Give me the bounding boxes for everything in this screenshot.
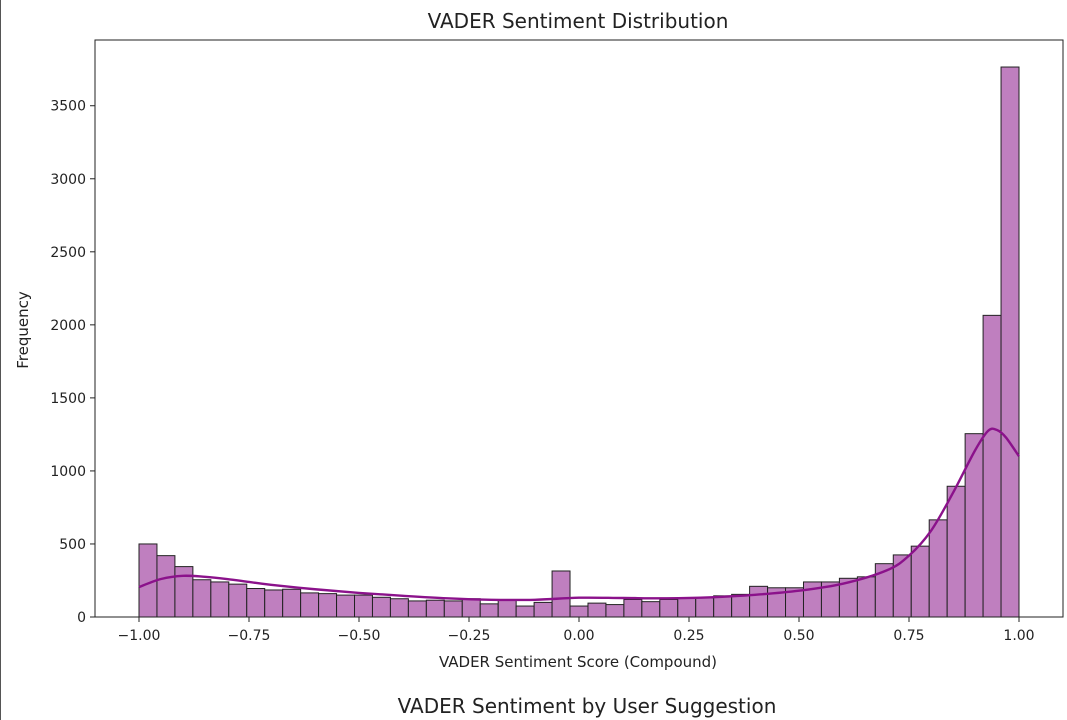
histogram-bar: [497, 599, 517, 618]
histogram-bar: [964, 433, 984, 618]
histogram-bar: [982, 314, 1002, 618]
x-axis-ticks: −1.00 −0.75 −0.50 −0.25 0.00 0.25 0.50 0.75 1.00: [118, 617, 1035, 644]
histogram-bar: [156, 555, 176, 618]
histogram-bar: [695, 597, 715, 618]
y-tick-label: 500: [59, 537, 86, 553]
x-tick-label: 0.50: [783, 628, 814, 644]
y-tick-label: 0: [77, 610, 86, 626]
histogram-bar: [246, 588, 266, 618]
histogram-bar: [282, 588, 302, 618]
histogram-bar: [479, 603, 499, 618]
histogram-bar: [856, 576, 876, 618]
histogram-bar: [533, 601, 553, 618]
y-axis-ticks: 0 500 1000 1500 2000 2500 3000 3500: [50, 99, 95, 626]
histogram-bar: [641, 601, 661, 618]
histogram-bar: [264, 589, 284, 618]
next-chart-title: VADER Sentiment by User Suggestion: [398, 694, 777, 718]
y-tick-label: 3000: [50, 172, 86, 188]
histogram-bar: [336, 594, 356, 618]
y-axis-title: Frequency: [14, 291, 32, 369]
histogram-bar: [407, 600, 427, 618]
histogram-bar: [731, 593, 751, 618]
x-tick-label: −0.25: [448, 628, 491, 644]
x-axis-title: VADER Sentiment Score (Compound): [439, 653, 717, 671]
x-tick-label: 0.25: [673, 628, 704, 644]
y-tick-label: 3500: [50, 99, 86, 115]
histogram-bar: [713, 595, 733, 618]
histogram-bar: [300, 592, 320, 618]
histogram-bar: [443, 600, 463, 618]
histogram-bar: [371, 596, 391, 618]
plot-frame: [94, 39, 1064, 618]
bars-layer: [138, 66, 1020, 618]
x-tick-label: −0.50: [338, 628, 381, 644]
histogram-bar: [569, 605, 589, 618]
histogram-bar: [318, 593, 338, 618]
histogram-bar: [354, 594, 373, 618]
histogram-bar: [192, 579, 212, 618]
histogram-bar: [461, 598, 481, 618]
histogram-bar: [389, 598, 409, 618]
x-tick-label: 0.00: [563, 628, 594, 644]
y-tick-label: 1000: [50, 464, 86, 480]
y-tick-label: 2000: [50, 318, 86, 334]
x-tick-label: −0.75: [228, 628, 271, 644]
histogram-bar: [659, 598, 679, 618]
histogram-bar: [551, 570, 571, 618]
histogram-bar: [174, 566, 194, 618]
histogram-bar: [515, 605, 535, 618]
histogram-bar: [228, 583, 248, 618]
chart-title: VADER Sentiment Distribution: [428, 9, 729, 33]
histogram-bar: [946, 485, 966, 618]
y-tick-label: 1500: [50, 391, 86, 407]
left-border: [0, 0, 1, 720]
histogram-bar: [425, 599, 445, 618]
histogram-bar: [928, 519, 948, 618]
histogram-bar: [910, 545, 930, 618]
histogram-bar: [677, 597, 697, 618]
histogram-bar: [587, 602, 607, 618]
x-tick-label: 0.75: [893, 628, 924, 644]
x-tick-label: 1.00: [1003, 628, 1034, 644]
histogram-bar: [623, 598, 643, 618]
histogram-bar: [749, 585, 769, 618]
kde-line: [138, 427, 1020, 602]
histogram-bar: [605, 604, 625, 618]
x-tick-label: −1.00: [118, 628, 161, 644]
histogram-bar: [1000, 66, 1020, 618]
y-tick-label: 2500: [50, 245, 86, 261]
histogram-bar: [892, 554, 912, 618]
histogram-bar: [210, 581, 230, 618]
